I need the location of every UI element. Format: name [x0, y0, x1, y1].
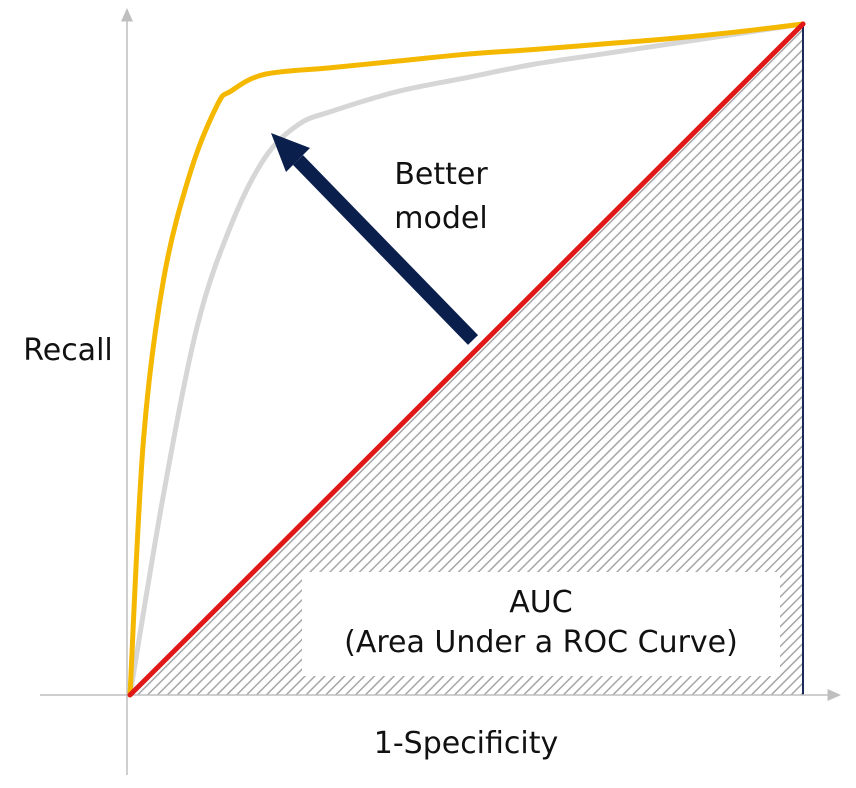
x-axis-label: 1-Specificity — [374, 726, 559, 761]
auc-label-line1: AUC — [509, 585, 572, 620]
series-line-gray — [127, 21, 806, 698]
auc-label-line2: (Area Under a ROC Curve) — [344, 625, 738, 660]
better-model-label-line2: model — [394, 201, 487, 236]
better-model-arrow — [271, 133, 479, 345]
series-line-yellow — [127, 21, 806, 698]
auc-label-box — [302, 572, 780, 676]
better-model-label-line1: Better — [394, 157, 488, 192]
series-line-diagonal — [127, 21, 806, 698]
y-axis-label: Recall — [23, 333, 113, 368]
